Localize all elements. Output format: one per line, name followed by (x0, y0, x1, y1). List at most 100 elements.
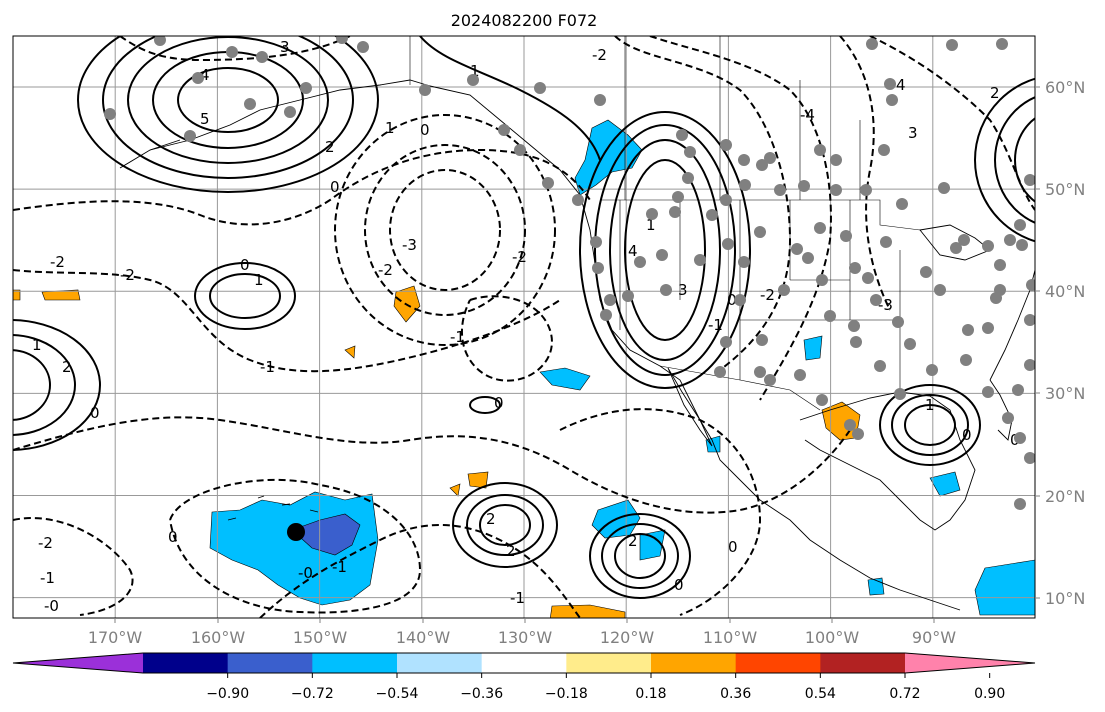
station-dot (840, 230, 852, 242)
us-mexico-border (659, 365, 821, 411)
ne-high-1 (1014, 117, 1035, 203)
station-dot (958, 234, 970, 246)
colorbar-tick-label: −0.36 (460, 686, 503, 702)
mid-pacific-loop (460, 295, 553, 382)
station-dot (830, 184, 842, 196)
station-dot (419, 84, 431, 96)
sub-high-6 (589, 513, 691, 599)
lat-tick-label: 10°N (1045, 589, 1085, 608)
station-dot (824, 310, 836, 322)
orange-shade-6 (449, 483, 461, 497)
anomaly-shading (13, 119, 1035, 618)
station-dot (904, 338, 916, 350)
contour-label: 2 (506, 542, 516, 560)
positive-contours (13, 36, 1035, 599)
station-dot (848, 320, 860, 332)
orange-shade-2 (41, 289, 81, 301)
station-dot (850, 336, 862, 348)
colorbar-segment (735, 653, 821, 673)
sub-high-3 (452, 482, 558, 568)
station-dot (600, 309, 612, 321)
alaska-high-5 (77, 36, 379, 193)
station-dot (938, 182, 950, 194)
lon-tick-label: 170°W (88, 628, 143, 647)
map-area: -2 -2 1 2 0 -2 -1 -0 0 4 5 3 2 1 0 0 0 1… (13, 36, 1035, 618)
colorbar-segment (481, 653, 567, 673)
colorbar-tick-label: 0.36 (720, 686, 751, 702)
contour-label: 4 (896, 76, 906, 94)
blue-shade-1 (539, 367, 591, 391)
subtropical-trough-2 (13, 148, 591, 226)
sub-high-1 (479, 504, 531, 546)
station-dot (604, 294, 616, 306)
station-dot (880, 236, 892, 248)
station-dot (860, 184, 872, 196)
contour-label: 2 (62, 358, 72, 376)
station-dot (798, 180, 810, 192)
contour-label: 1 (925, 396, 935, 414)
colorbar-segment (312, 653, 398, 673)
canada-provinces (624, 36, 861, 200)
contour-label: 0 (90, 404, 100, 422)
blue-shade-3 (639, 529, 666, 561)
colorbar-segment (143, 653, 229, 673)
contour-label: -2 (378, 261, 393, 279)
station-dot (754, 226, 766, 238)
station-dot (656, 249, 668, 261)
gulf-high-3 (879, 384, 981, 466)
station-dot (870, 294, 882, 306)
colorbar-tick-label: 0.90 (974, 686, 1005, 702)
colorbar: −0.90 −0.72 −0.54 −0.36 −0.18 0.18 0.36 0.54 0.7… (12, 652, 1036, 702)
colorbar-tick-label: −0.18 (545, 686, 588, 702)
contour-label: 0 (728, 538, 738, 556)
colorbar-tick-label: 0.18 (635, 686, 666, 702)
sub-high-4 (614, 533, 666, 579)
gulf-of-alaska-low-2 (364, 144, 526, 316)
station-dot (534, 82, 546, 94)
figure-title: 2024082200 F072 (451, 11, 598, 30)
contour-label: -2 (512, 248, 527, 266)
contour-label: -2 (38, 534, 53, 552)
southwest-low (13, 517, 134, 616)
colorbar-tick-label: 0.54 (805, 686, 836, 702)
station-dot (774, 184, 786, 196)
station-dot (104, 108, 116, 120)
station-dot (1014, 498, 1026, 510)
lon-tick-label: 110°W (703, 628, 758, 647)
alaska-ridge (419, 36, 601, 161)
alaska-high-1 (177, 67, 279, 133)
colorbar-outline (12, 652, 1036, 674)
station-dot (764, 374, 776, 386)
contour-label: -0 (44, 597, 59, 615)
station-dot (754, 366, 766, 378)
lat-tick-label: 50°N (1045, 180, 1085, 199)
gulf-high-2 (891, 394, 969, 456)
west-edge-high-3 (13, 319, 101, 451)
blue-shade-7 (803, 335, 823, 361)
station-dot (498, 124, 510, 136)
station-dot (244, 98, 256, 110)
contour-label: -1 (708, 316, 723, 334)
contour-label: 0 (962, 426, 972, 444)
contour-label: 5 (200, 110, 210, 128)
alaska-high-4 (102, 36, 354, 179)
station-dot (592, 262, 604, 274)
contour-label: 1 (385, 119, 395, 137)
lat-tick-label: 40°N (1045, 282, 1085, 301)
hawaii-islands (227, 495, 319, 521)
lon-tick-label: 130°W (498, 628, 553, 647)
station-dot (594, 94, 606, 106)
contour-label: -3 (402, 236, 417, 254)
alaska-peninsula (119, 139, 181, 169)
station-dot (756, 334, 768, 346)
west-us-high-2 (609, 139, 721, 361)
contour-label: 4 (628, 242, 638, 260)
north-trough (119, 36, 351, 62)
station-dot (884, 78, 896, 90)
station-dot (514, 144, 526, 156)
station-dot (982, 240, 994, 252)
hawaii-low-ring (169, 478, 422, 614)
lon-tick-label: 140°W (396, 628, 451, 647)
south-trough (259, 524, 581, 618)
